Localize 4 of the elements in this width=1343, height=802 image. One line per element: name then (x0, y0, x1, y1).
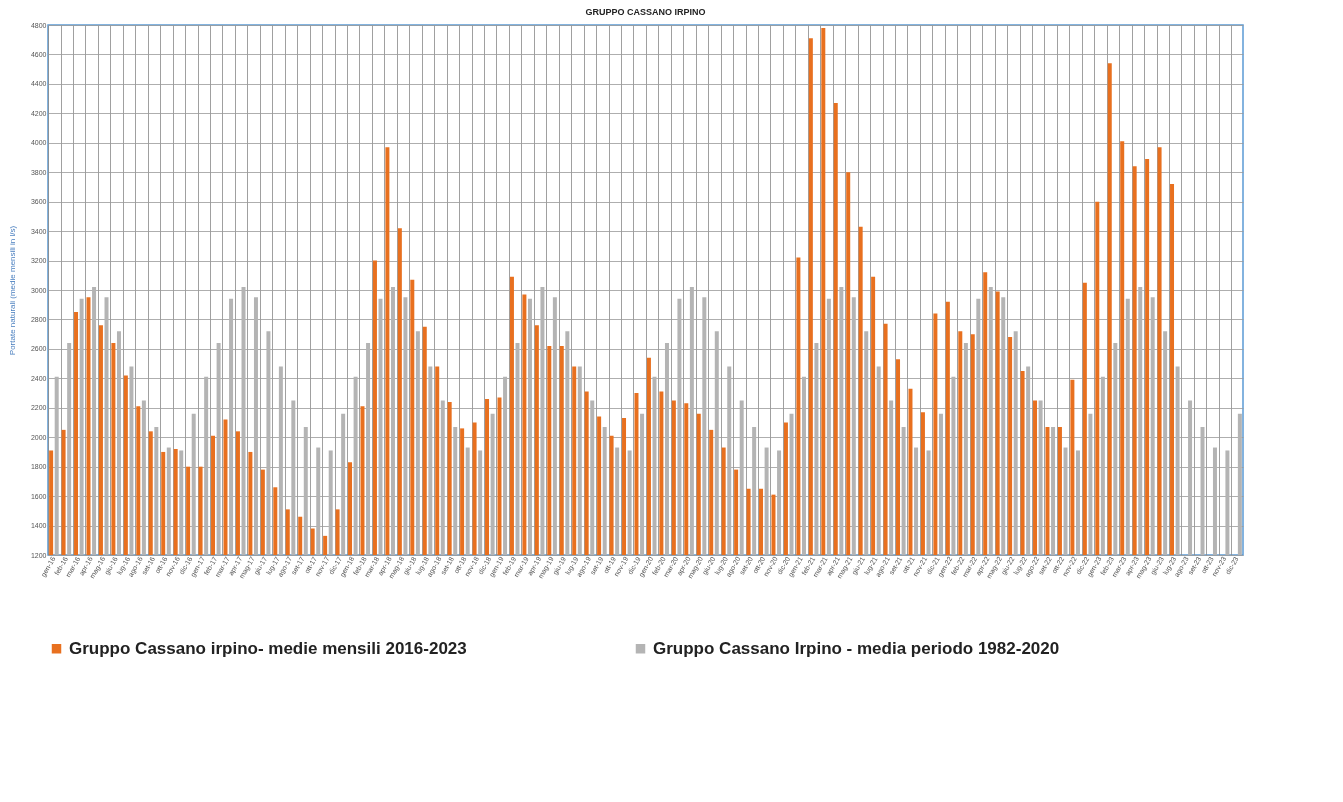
chart-title: GRUPPO CASSANO IRPINO (585, 7, 706, 17)
legend-label: Gruppo Cassano irpino- medie mensili 2016-2023 (69, 638, 467, 658)
y-axis-title: Portate naturali (medie mensili in l/s) (7, 225, 17, 356)
legend-label: Gruppo Cassano Irpino - media periodo 1982-2020 (653, 638, 1060, 658)
